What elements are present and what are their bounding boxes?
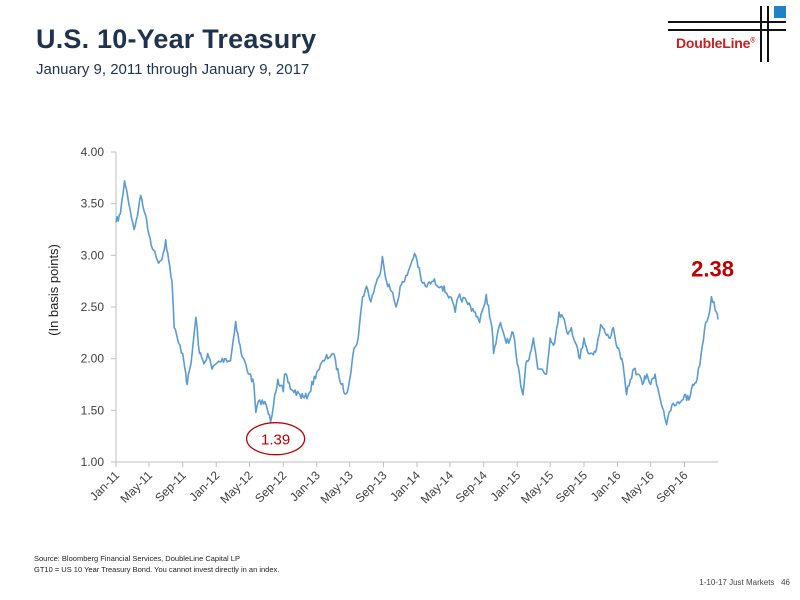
slide-reference: 1-10-17 Just Markets bbox=[699, 578, 775, 587]
source-line-1: Source: Bloomberg Financial Services, Do… bbox=[34, 554, 240, 563]
x-tick-label: May-14 bbox=[418, 468, 456, 506]
series-line bbox=[115, 180, 719, 426]
latest-value-label: 2.38 bbox=[691, 256, 734, 281]
low-point-label: 1.39 bbox=[261, 432, 290, 449]
x-axis: Jan-11May-11Sep-11Jan-12May-12Sep-12Jan-… bbox=[87, 461, 718, 506]
annotation-layer: 1.39 2.38 bbox=[245, 256, 734, 456]
y-tick-label: 2.50 bbox=[81, 300, 105, 314]
x-tick-label: Jan-11 bbox=[87, 468, 122, 503]
x-tick-label: Sep-16 bbox=[653, 468, 690, 505]
y-tick-label: 1.00 bbox=[81, 455, 105, 469]
y-tick-label: 3.50 bbox=[81, 197, 105, 211]
x-tick-label: Jan-12 bbox=[187, 468, 223, 504]
series-layer bbox=[115, 180, 719, 426]
slide-footer: 1-10-17 Just Markets 46 bbox=[699, 578, 790, 587]
doubleline-logo: DoubleLine® bbox=[668, 6, 786, 62]
logo-blue-square bbox=[774, 6, 786, 18]
x-tick-label: Sep-11 bbox=[152, 468, 189, 505]
x-tick-label: Jan-15 bbox=[488, 468, 524, 504]
y-axis: 1.00 1.50 2.00 2.50 3.00 3.50 4.00 bbox=[81, 145, 117, 469]
x-tick-label: May-12 bbox=[217, 468, 255, 506]
x-tick-label: Jan-14 bbox=[387, 468, 423, 504]
x-tick-label: May-13 bbox=[318, 468, 356, 506]
logo-text: DoubleLine® bbox=[676, 35, 756, 51]
x-tick-label: May-11 bbox=[118, 468, 156, 506]
source-line-2: GT10 = US 10 Year Treasury Bond. You can… bbox=[34, 565, 280, 574]
x-tick-label: Jan-13 bbox=[287, 468, 323, 504]
y-axis-label: (In basis points) bbox=[46, 244, 61, 336]
x-tick-label: Sep-12 bbox=[252, 468, 289, 505]
page-title: U.S. 10-Year Treasury bbox=[36, 24, 317, 54]
y-tick-label: 3.00 bbox=[81, 248, 105, 262]
x-tick-label: Sep-15 bbox=[553, 468, 590, 505]
x-tick-label: May-16 bbox=[619, 468, 657, 506]
x-tick-label: Sep-13 bbox=[352, 468, 389, 505]
y-tick-label: 4.00 bbox=[81, 145, 105, 159]
y-tick-label: 2.00 bbox=[81, 352, 105, 366]
page-subtitle: January 9, 2011 through January 9, 2017 bbox=[36, 61, 310, 78]
x-tick-label: Sep-14 bbox=[453, 468, 490, 505]
x-tick-label: Jan-16 bbox=[588, 468, 624, 504]
source-note: Source: Bloomberg Financial Services, Do… bbox=[34, 553, 279, 575]
page-number: 46 bbox=[781, 578, 790, 587]
y-tick-label: 1.50 bbox=[81, 403, 105, 417]
x-tick-label: May-15 bbox=[518, 468, 556, 506]
low-point-circle bbox=[245, 422, 306, 456]
